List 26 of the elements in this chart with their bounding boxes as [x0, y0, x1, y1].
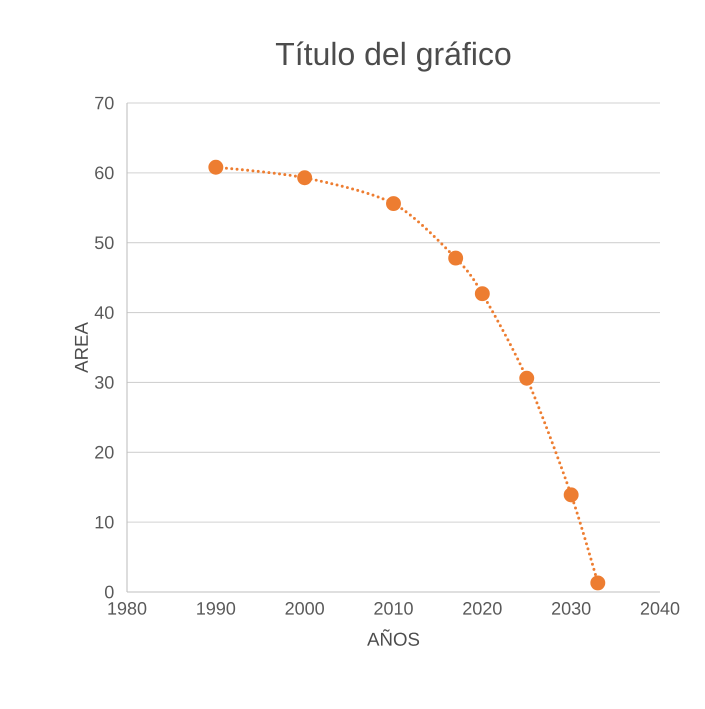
y-tick-label: 70 — [95, 96, 114, 110]
point — [448, 250, 464, 266]
chart-title: Título del gráfico — [276, 41, 510, 72]
y-tick-label: 20 — [95, 446, 114, 459]
point — [297, 170, 312, 186]
x-tick-label: 2030 — [552, 602, 590, 615]
x-tick-label: 2010 — [374, 602, 413, 615]
y-tick-label: 40 — [94, 306, 114, 319]
y-tick-label: 0 — [104, 586, 114, 598]
x-tick-label: 2000 — [286, 602, 324, 615]
point — [590, 575, 606, 590]
y-axis-title: AREA — [74, 322, 88, 373]
y-tick-label: 30 — [94, 376, 114, 389]
x-tick-label: 2020 — [463, 602, 502, 615]
y-tick-label: 50 — [94, 236, 114, 250]
point — [564, 487, 579, 502]
x-tick-label: 1980 — [108, 602, 146, 615]
point — [386, 196, 401, 212]
point — [519, 370, 534, 386]
y-tick-label: 10 — [96, 516, 114, 528]
x-tick-label: 2040 — [640, 602, 680, 615]
x-axis-title: AÑOS — [367, 629, 420, 646]
point — [208, 160, 224, 175]
y-tick-label: 60 — [95, 166, 114, 180]
x-tick-label: 1990 — [197, 602, 236, 615]
point — [474, 286, 490, 302]
